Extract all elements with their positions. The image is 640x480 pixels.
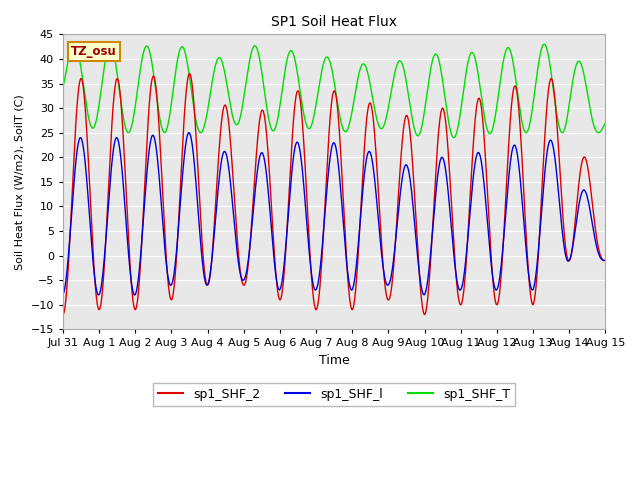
sp1_SHF_l <box>490 280 497 286</box>
Text: TZ_osu: TZ_osu <box>71 45 117 58</box>
sp1_SHF_l <box>241 275 249 281</box>
sp1_SHF_l <box>131 292 138 298</box>
sp1_SHF_l <box>538 207 545 213</box>
sp1_SHF_2 <box>166 295 174 301</box>
Legend: sp1_SHF_2, sp1_SHF_l, sp1_SHF_T: sp1_SHF_2, sp1_SHF_l, sp1_SHF_T <box>153 383 515 406</box>
sp1_SHF_l <box>602 258 609 264</box>
sp1_SHF_T <box>241 92 248 97</box>
sp1_SHF_2 <box>59 312 67 317</box>
Line: sp1_SHF_2: sp1_SHF_2 <box>63 74 605 314</box>
X-axis label: Time: Time <box>319 354 349 367</box>
sp1_SHF_2 <box>186 71 193 77</box>
sp1_SHF_l <box>167 282 175 288</box>
sp1_SHF_T <box>602 120 609 126</box>
sp1_SHF_T <box>419 122 426 128</box>
Line: sp1_SHF_T: sp1_SHF_T <box>63 44 605 138</box>
sp1_SHF_T <box>490 123 497 129</box>
sp1_SHF_2 <box>180 125 188 131</box>
sp1_SHF_T <box>166 108 174 113</box>
sp1_SHF_l <box>419 290 427 296</box>
sp1_SHF_l <box>59 292 67 298</box>
sp1_SHF_T <box>450 135 458 141</box>
sp1_SHF_T <box>540 41 548 47</box>
sp1_SHF_2 <box>490 283 497 289</box>
Line: sp1_SHF_l: sp1_SHF_l <box>63 132 605 295</box>
sp1_SHF_2 <box>241 282 248 288</box>
sp1_SHF_2 <box>419 305 426 311</box>
sp1_SHF_2 <box>538 200 545 205</box>
sp1_SHF_2 <box>602 258 609 264</box>
Title: SP1 Soil Heat Flux: SP1 Soil Heat Flux <box>271 15 397 29</box>
sp1_SHF_T <box>538 47 545 53</box>
sp1_SHF_l <box>180 156 188 162</box>
sp1_SHF_l <box>185 130 193 135</box>
Y-axis label: Soil Heat Flux (W/m2), SoilT (C): Soil Heat Flux (W/m2), SoilT (C) <box>15 94 25 270</box>
sp1_SHF_T <box>59 85 67 91</box>
sp1_SHF_T <box>180 45 188 51</box>
